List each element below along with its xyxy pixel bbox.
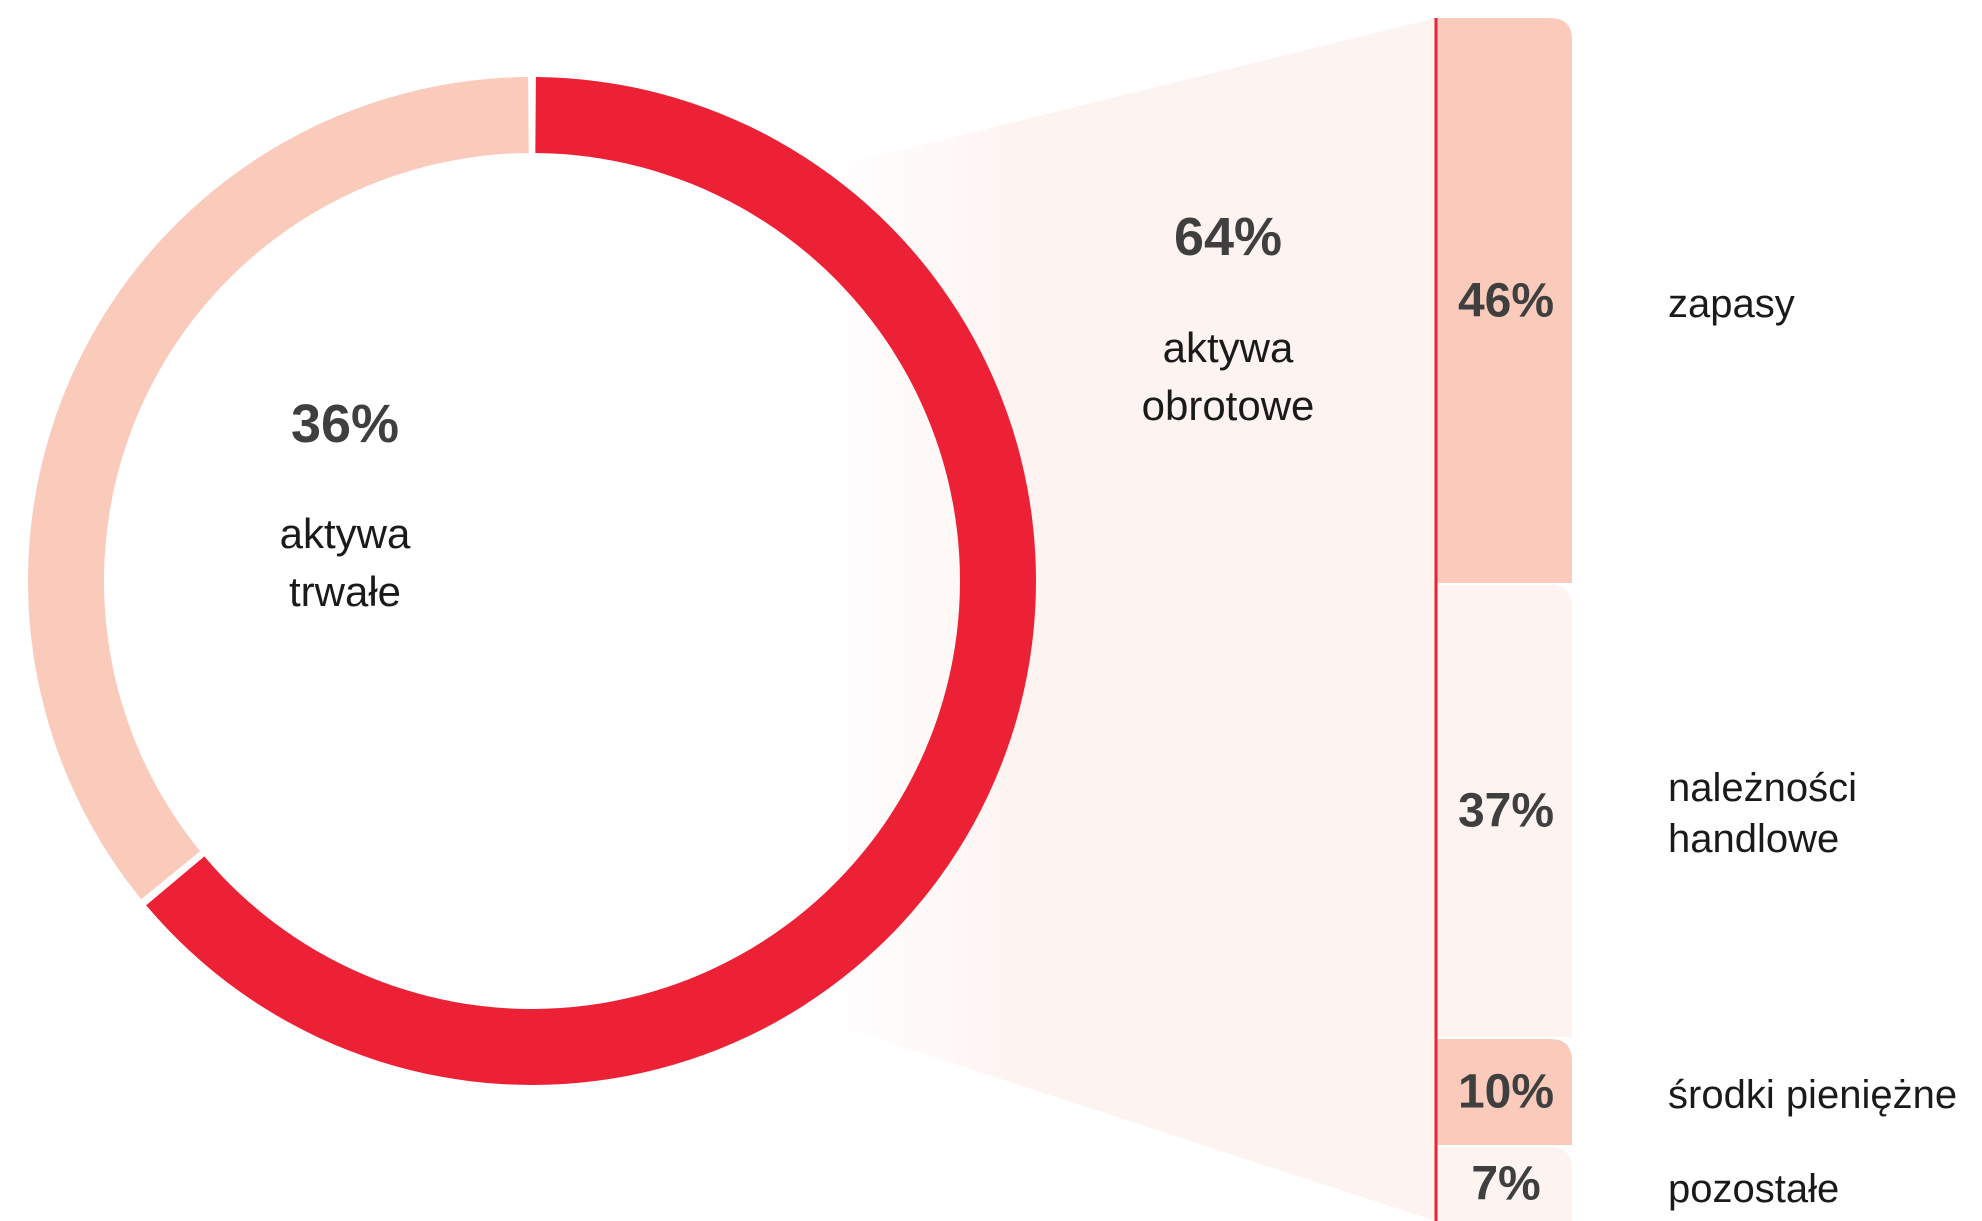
bar-value-label: 10% (1458, 1066, 1554, 1119)
donut-slice-aktywa-obrotowe (146, 77, 1037, 1085)
connector-fan (820, 18, 1436, 1221)
bar-category-label: pozostałe (1668, 1167, 1839, 1211)
donut-value-label: 36% (291, 394, 399, 454)
bar-segment-srodki-pieniezne (1436, 1039, 1572, 1145)
donut-value-label: 64% (1174, 207, 1282, 267)
bar-segment-zapasy (1436, 18, 1572, 583)
bar-category-label: handlowe (1668, 817, 1839, 861)
bar-category-label: środki pieniężne (1668, 1073, 1957, 1117)
donut-chart: 64% aktywa obrotowe 36% aktywa trwałe (28, 77, 1314, 1085)
bar-category-label: należności (1668, 766, 1857, 810)
donut-category-label: aktywa (1163, 324, 1294, 371)
donut-slice-aktywa-trwale (28, 77, 529, 900)
donut-category-label: obrotowe (1142, 382, 1315, 429)
bar-value-label: 37% (1458, 785, 1554, 838)
bar-value-label: 46% (1458, 275, 1554, 328)
bar-category-label: zapasy (1668, 282, 1795, 326)
stacked-bar-chart: 46% zapasy 37% należności handlowe 10% środki … (1434, 18, 1957, 1221)
bar-segment-pozostale (1436, 1147, 1572, 1221)
donut-category-label: trwałe (289, 568, 401, 615)
bar-segment-naleznosci-handlowe (1436, 585, 1572, 1037)
donut-category-label: aktywa (280, 510, 411, 557)
bar-value-label: 7% (1471, 1158, 1540, 1211)
